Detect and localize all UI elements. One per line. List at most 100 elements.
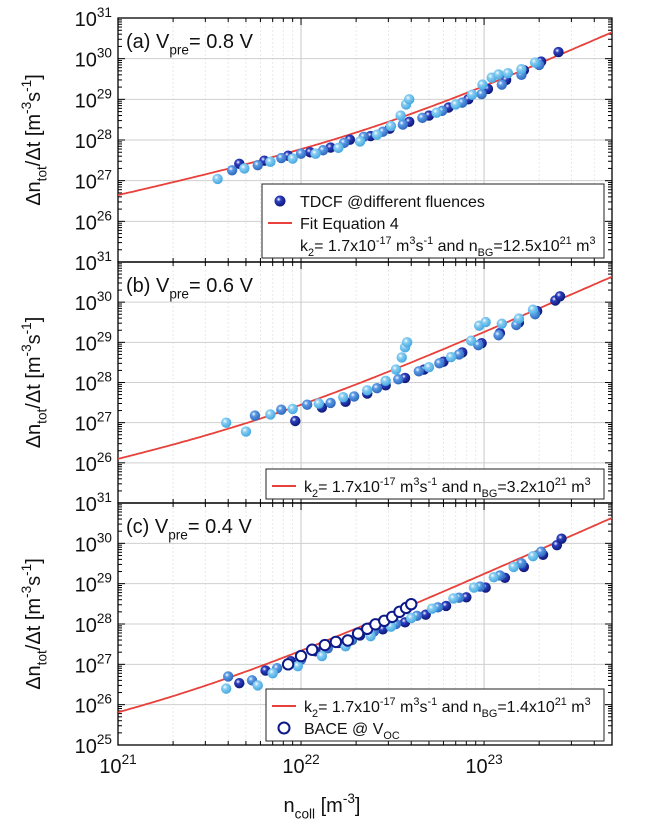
data-point: [290, 415, 301, 427]
data-point: [295, 148, 307, 159]
legend-box: [261, 183, 605, 259]
y-tick-label: 1026: [75, 450, 112, 476]
legend-box: [265, 468, 605, 500]
data-point: [413, 366, 425, 377]
x-axis-title: ncoll [m-3]: [284, 791, 361, 821]
data-point: [380, 375, 391, 387]
legend-label: Fit Equation 4: [300, 216, 399, 233]
data-point: [448, 593, 459, 604]
data-point: [310, 148, 321, 159]
y-tick-label: 1026: [75, 692, 112, 718]
data-point: [212, 173, 223, 185]
y-tick-label: 1030: [75, 530, 113, 556]
data-point: [265, 156, 276, 168]
data-point: [276, 404, 287, 415]
x-axis-title-text: ncoll [m-3]: [284, 791, 361, 821]
series-2: [212, 57, 541, 185]
data-point: [287, 403, 298, 415]
y-tick-label: 1027: [75, 651, 112, 677]
data-point: [502, 67, 514, 79]
x-tick-label: 1023: [465, 752, 502, 778]
panel-c: 1025 1026 1027 1028 1029 1030 1031 1021 1022 1023…: [75, 490, 613, 778]
y-tick-label: 1029: [75, 329, 112, 355]
legend-label: TDCF @different fluences: [300, 194, 485, 211]
ticks: [117, 17, 612, 263]
y-tick-label: 1028: [75, 611, 112, 637]
legend-label: k2= 1.7x10-17 m3s-1 and nBG=12.5x1021 m3: [300, 235, 596, 259]
y-tick-label: 1027: [75, 410, 112, 436]
data-point: [431, 107, 442, 118]
legend-label: k2= 1.7x10-17 m3s-1 and nBG=1.4x1021 m3: [304, 696, 591, 720]
y-tick-label: 1028: [75, 370, 112, 396]
data-point: [287, 153, 298, 164]
legend-box: [265, 688, 605, 742]
data-point-open: [405, 597, 418, 611]
legend: k2= 1.7x10-17 m3s-1 and nBG=1.4x1021 m3B…: [265, 688, 605, 742]
series-2: [220, 550, 539, 694]
data-point: [488, 571, 499, 583]
data-point: [440, 600, 452, 612]
y-tick-label: 1025: [75, 732, 112, 758]
data-point: [222, 671, 234, 682]
panel-a: 1026 1027 1028 1029 1030 1031 (a) Vpre= 0.8 V T…: [75, 5, 613, 263]
data-layer: [118, 275, 612, 460]
data-point: [493, 69, 504, 80]
data-point: [423, 362, 435, 373]
data-point: [496, 79, 508, 90]
data-point: [338, 392, 349, 403]
data-point: [313, 398, 324, 409]
data-point: [316, 650, 328, 662]
y-tick-label: 1028: [75, 127, 112, 153]
data-point: [465, 335, 477, 346]
fit-line: [118, 31, 612, 196]
data-point: [527, 550, 539, 562]
data-point: [406, 612, 417, 624]
data-point-open: [294, 649, 308, 663]
data-point: [234, 678, 245, 689]
data-point: [267, 668, 278, 679]
data-point: [371, 129, 383, 140]
data-point: [220, 683, 232, 694]
data-point: [466, 89, 478, 100]
data-point: [450, 99, 461, 110]
data-point: [476, 88, 487, 100]
data-point: [252, 160, 263, 171]
data-point: [220, 417, 232, 428]
panel-label: (a) Vpre= 0.8 V: [126, 31, 254, 57]
data-point-open: [318, 638, 332, 652]
data-point: [240, 426, 252, 437]
data-layer: [118, 31, 612, 196]
data-point: [529, 57, 541, 68]
grid: [117, 262, 612, 504]
data-point: [226, 165, 238, 176]
data-point: [434, 358, 445, 369]
data-point: [513, 313, 525, 324]
data-point: [371, 383, 383, 394]
y-tick-label: 1030: [75, 289, 113, 315]
data-point-open: [329, 635, 343, 649]
data-point: [348, 391, 360, 402]
series-3: [281, 597, 418, 671]
data-point: [252, 680, 263, 691]
y-tick-label: 1031: [75, 5, 112, 31]
data-point: [396, 352, 407, 363]
data-point: [453, 349, 465, 360]
data-point: [468, 582, 480, 593]
data-point: [276, 152, 287, 164]
data-point: [301, 399, 313, 410]
data-point: [292, 660, 303, 672]
y-axis-title-text: Δntot/Δt [m-3s-1]: [19, 558, 49, 690]
y-axis-title: Δntot/Δt [m-3s-1] Δntot/Δt [m-3s-1] Δntot/…: [19, 74, 49, 690]
data-point: [354, 136, 366, 147]
fit-line: [118, 517, 612, 714]
y-tick-label: 1029: [75, 86, 112, 112]
y-tick-label: 1026: [75, 208, 112, 234]
panel-b: 1026 1027 1028 1029 1030 1031 (b) Vpre= 0.6 V k…: [75, 249, 613, 504]
y-tick-label: 1030: [75, 46, 113, 72]
legend-label: BACE @ VOC: [304, 721, 400, 742]
legend-label: k2= 1.7x10-17 m3s-1 and nBG=3.2x1021 m3: [304, 476, 591, 500]
y-tick-label: 1031: [75, 490, 112, 516]
data-point: [426, 603, 438, 614]
data-point: [535, 546, 547, 557]
